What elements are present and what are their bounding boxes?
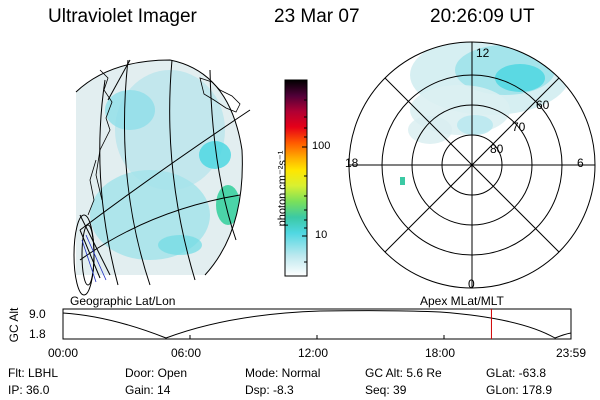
mlt-label-0: 0 xyxy=(468,277,475,291)
timeline-tick-label: 06:00 xyxy=(171,346,202,360)
timeline-y-bottom: 1.8 xyxy=(29,327,46,341)
info-mode: Mode: Normal xyxy=(245,366,321,380)
meridian-lines-blue xyxy=(81,234,107,283)
colorbar-label-10: 10 xyxy=(315,229,328,241)
colorbar-label-100: 100 xyxy=(312,140,331,152)
timeline-tick-label: 12:00 xyxy=(298,346,329,360)
timeline-tick-label: 23:59 xyxy=(556,346,587,360)
geographic-grid xyxy=(73,59,251,296)
timeline-axis-title: GC Alt xyxy=(7,307,21,343)
info-ip: IP: 36.0 xyxy=(8,383,50,397)
timeline-frame xyxy=(62,308,572,340)
timeline-ticks xyxy=(62,335,572,339)
info-seq: Seq: 39 xyxy=(365,383,407,397)
instrument-title: Ultraviolet Imager xyxy=(48,6,197,27)
info-gc-alt: GC Alt: 5.6 Re xyxy=(365,366,442,380)
mlat-label-60: 60 xyxy=(536,98,550,112)
colorbar-gradient xyxy=(284,79,308,277)
polar-grid xyxy=(348,41,596,289)
coastline xyxy=(87,69,241,216)
timeline-tick-label: 00:00 xyxy=(48,346,79,360)
timeline-y-top: 9.0 xyxy=(29,307,46,321)
mlat-label-70: 70 xyxy=(512,120,526,134)
altitude-curve xyxy=(62,310,572,339)
info-door: Door: Open xyxy=(125,366,188,380)
timeline-tick-label: 18:00 xyxy=(425,346,456,360)
auroral-emission xyxy=(76,60,243,275)
info-glat: GLat: -63.8 xyxy=(486,366,547,380)
geographic-label: Geographic Lat/Lon xyxy=(70,294,176,308)
mlt-label-18: 18 xyxy=(345,156,359,170)
mlt-label-12: 12 xyxy=(476,46,490,60)
info-glon: GLon: 178.9 xyxy=(486,383,553,397)
apex-label: Apex MLat/MLT xyxy=(420,294,504,308)
image-date: 23 Mar 07 xyxy=(274,6,360,27)
mlat-label-80: 80 xyxy=(490,142,504,156)
info-filter: Flt: LBHL xyxy=(8,366,59,380)
info-gain: Gain: 14 xyxy=(125,383,171,397)
mlt-label-6: 6 xyxy=(577,156,584,170)
info-dsp: Dsp: -8.3 xyxy=(245,383,294,397)
image-time: 20:26:09 UT xyxy=(430,6,535,27)
